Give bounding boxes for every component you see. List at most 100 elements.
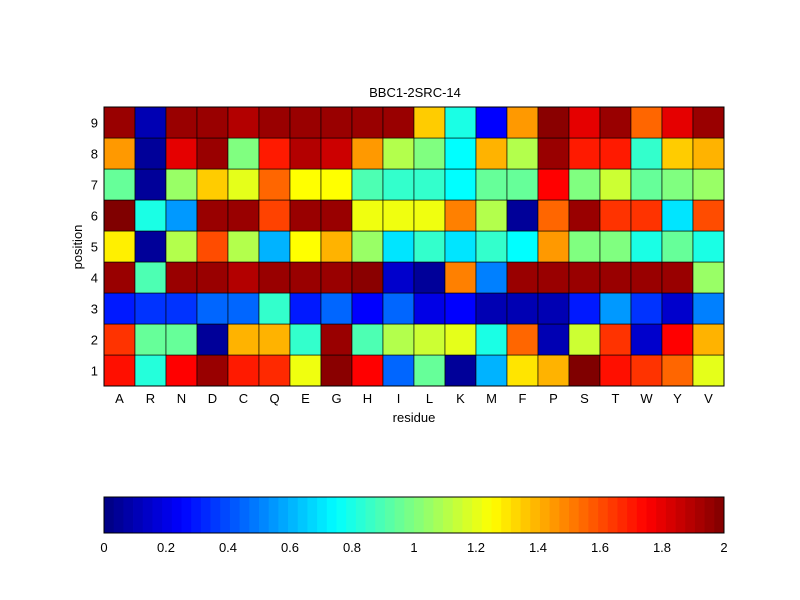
colorbar-tick-label: 0.6 xyxy=(281,540,299,555)
x-tick-label: C xyxy=(239,391,248,406)
heatmap-cell-2-K xyxy=(444,323,477,356)
colorbar-segment xyxy=(588,497,599,533)
x-tick-label: K xyxy=(456,391,465,406)
colorbar-tick-label: 1.6 xyxy=(591,540,609,555)
heatmap-cell-9-R xyxy=(134,106,167,139)
heatmap-cell-2-T xyxy=(599,323,632,356)
heatmap-cell-2-S xyxy=(568,323,601,356)
colorbar-segment xyxy=(375,497,386,533)
heatmap-cell-2-G xyxy=(320,323,353,356)
heatmap-cell-8-G xyxy=(320,137,353,170)
colorbar-segment xyxy=(152,497,163,533)
x-tick-label: S xyxy=(580,391,589,406)
heatmap-cell-2-C xyxy=(227,323,260,356)
heatmap-cell-2-W xyxy=(630,323,663,356)
colorbar-segment xyxy=(501,497,512,533)
heatmap-cell-8-D xyxy=(196,137,229,170)
x-tick-label: G xyxy=(331,391,341,406)
heatmap-cell-8-V xyxy=(692,137,725,170)
heatmap-cell-3-M xyxy=(475,292,508,325)
colorbar-segment xyxy=(704,497,715,533)
colorbar-segment xyxy=(162,497,173,533)
heatmap-cell-5-W xyxy=(630,230,663,263)
heatmap-cell-1-I xyxy=(382,354,415,387)
heatmap-cell-1-S xyxy=(568,354,601,387)
heatmap-cell-8-F xyxy=(506,137,539,170)
x-tick-label: P xyxy=(549,391,558,406)
heatmap-cell-2-D xyxy=(196,323,229,356)
y-tick-label: 5 xyxy=(91,240,98,255)
heatmap-cell-2-A xyxy=(103,323,136,356)
heatmap-cell-4-N xyxy=(165,261,198,294)
heatmap-cell-8-H xyxy=(351,137,384,170)
y-axis-label: position xyxy=(70,225,85,270)
colorbar-segment xyxy=(569,497,580,533)
heatmap-cell-2-H xyxy=(351,323,384,356)
colorbar-segment xyxy=(268,497,279,533)
heatmap-cell-9-N xyxy=(165,106,198,139)
heatmap-cell-6-A xyxy=(103,199,136,232)
colorbar-tick-label: 0.8 xyxy=(343,540,361,555)
heatmap-cell-9-H xyxy=(351,106,384,139)
heatmap-cell-4-R xyxy=(134,261,167,294)
colorbar-segment xyxy=(307,497,318,533)
heatmap-cell-5-C xyxy=(227,230,260,263)
colorbar-tick-label: 1.2 xyxy=(467,540,485,555)
x-axis-label: residue xyxy=(393,410,436,425)
x-tick-label: Q xyxy=(269,391,279,406)
heatmap-cell-8-P xyxy=(537,137,570,170)
heatmap-cell-5-H xyxy=(351,230,384,263)
heatmap-cell-9-E xyxy=(289,106,322,139)
colorbar-segment xyxy=(452,497,463,533)
colorbar-segment xyxy=(481,497,492,533)
heatmap-cell-4-I xyxy=(382,261,415,294)
heatmap-cell-9-Q xyxy=(258,106,291,139)
heatmap-cells xyxy=(103,106,725,387)
heatmap-cell-6-P xyxy=(537,199,570,232)
x-tick-label: Y xyxy=(673,391,682,406)
colorbar-segment xyxy=(239,497,250,533)
heatmap-cell-6-C xyxy=(227,199,260,232)
colorbar-tick-label: 1.8 xyxy=(653,540,671,555)
y-tick-labels: 1 2 3 4 5 6 7 8 9 xyxy=(91,116,98,379)
heatmap-cell-4-D xyxy=(196,261,229,294)
colorbar-tick-labels: 0 0.2 0.4 0.6 0.8 1 1.2 1.4 1.6 1.8 2 xyxy=(100,540,727,555)
colorbar-segment xyxy=(617,497,628,533)
heatmap-cell-1-Q xyxy=(258,354,291,387)
heatmap-cell-4-E xyxy=(289,261,322,294)
heatmap-cell-2-M xyxy=(475,323,508,356)
heatmap-cell-7-A xyxy=(103,168,136,201)
heatmap-cell-8-M xyxy=(475,137,508,170)
colorbar-segment xyxy=(210,497,221,533)
y-tick-label: 7 xyxy=(91,178,98,193)
heatmap-cell-9-T xyxy=(599,106,632,139)
colorbar-segment xyxy=(220,497,231,533)
chart-title: BBC1-2SRC-14 xyxy=(369,85,461,100)
heatmap-cell-9-P xyxy=(537,106,570,139)
heatmap-cell-9-G xyxy=(320,106,353,139)
heatmap-cell-1-D xyxy=(196,354,229,387)
heatmap-cell-5-V xyxy=(692,230,725,263)
heatmap-cell-1-W xyxy=(630,354,663,387)
x-tick-label: M xyxy=(486,391,497,406)
heatmap-cell-8-Q xyxy=(258,137,291,170)
heatmap-cell-8-I xyxy=(382,137,415,170)
colorbar-segment xyxy=(578,497,589,533)
colorbar-segment xyxy=(627,497,638,533)
heatmap-cell-1-P xyxy=(537,354,570,387)
colorbar-segment xyxy=(462,497,473,533)
heatmap-cell-3-H xyxy=(351,292,384,325)
heatmap-cell-8-C xyxy=(227,137,260,170)
heatmap-cell-2-E xyxy=(289,323,322,356)
colorbar-segment xyxy=(171,497,182,533)
heatmap-cell-8-L xyxy=(413,137,446,170)
colorbar-segment xyxy=(297,497,308,533)
heatmap-cell-5-I xyxy=(382,230,415,263)
heatmap-cell-4-A xyxy=(103,261,136,294)
heatmap-cell-6-M xyxy=(475,199,508,232)
heatmap-cell-7-D xyxy=(196,168,229,201)
colorbar-segment xyxy=(539,497,551,533)
heatmap-cell-7-E xyxy=(289,168,322,201)
